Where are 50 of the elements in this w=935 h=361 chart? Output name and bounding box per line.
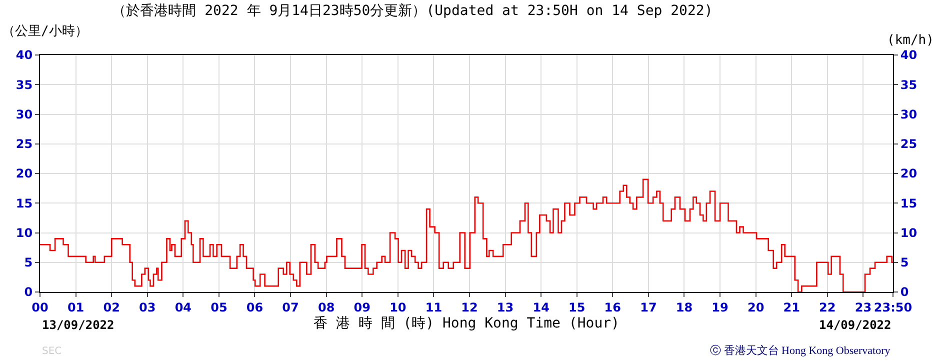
y2-tick-label: 10 — [900, 226, 918, 240]
x-tick-label: 10 — [390, 300, 406, 314]
x-tick-label: 22 — [819, 300, 836, 314]
chart-title: （於香港時間 2022 年 9月14日23時50分更新）(Updated at 23:50H on 14 Sep 2022) — [112, 3, 713, 20]
y2-axis-title: (km/h) — [887, 33, 934, 48]
x-tick-label: 08 — [318, 300, 335, 314]
x-tick-label: 18 — [676, 300, 693, 314]
x-tick-label: 12 — [461, 300, 478, 314]
x-tick-label: 03 — [139, 300, 156, 314]
y-tick-label: 35 — [16, 78, 33, 92]
text: ⓒ 香港天文台 Hong Kong Observatory — [710, 344, 891, 357]
x-tick-label: 16 — [604, 300, 621, 314]
x-tick-label: 23:50 — [874, 300, 912, 314]
x-tick-label: 13 — [496, 300, 514, 314]
x-tick-label: 09 — [354, 300, 370, 314]
y2-tick-label: 20 — [900, 166, 918, 181]
x-tick-label: 11 — [425, 300, 442, 314]
x-tick-label: 06 — [246, 300, 264, 314]
y-tick-label: 40 — [16, 48, 33, 62]
x-tick-label: 07 — [282, 300, 299, 314]
y-tick-label: 15 — [16, 196, 33, 210]
text: 14/09/2022 — [819, 318, 892, 332]
y-axis-title: （公里/小時） — [2, 24, 88, 39]
x-tick-label: 23 — [854, 300, 872, 314]
y-tick-label: 25 — [16, 137, 33, 152]
x-tick-label: 02 — [103, 300, 120, 314]
y2-tick-label: 5 — [900, 256, 909, 270]
y2-tick-label: 0 — [900, 285, 909, 300]
x-tick-label: 19 — [712, 300, 728, 314]
y-tick-label: 20 — [16, 166, 33, 181]
x-tick-label: 14 — [532, 300, 550, 314]
x-tick-label: 17 — [640, 300, 657, 314]
x-tick-label: 01 — [67, 300, 84, 314]
y-tick-label: 30 — [16, 107, 33, 122]
y-tick-label: 5 — [24, 256, 33, 270]
x-tick-label: 20 — [747, 300, 764, 314]
x-tick-label: 04 — [174, 300, 192, 314]
y-tick-label: 0 — [24, 285, 33, 300]
x-tick-label: 05 — [210, 300, 228, 314]
x-tick-label: 21 — [783, 300, 800, 314]
y2-tick-label: 30 — [900, 107, 918, 122]
y2-tick-label: 40 — [900, 48, 918, 62]
y-tick-label: 10 — [16, 226, 33, 240]
x-axis-title: 香 港 時 間 (時) Hong Kong Time (Hour) — [313, 316, 620, 332]
text: 13/09/2022 — [42, 318, 114, 332]
y2-tick-label: 35 — [900, 78, 918, 92]
y2-tick-label: 15 — [900, 196, 918, 210]
x-tick-label: 15 — [568, 300, 586, 314]
x-tick-label: 00 — [32, 300, 48, 314]
y2-tick-label: 25 — [900, 137, 918, 152]
